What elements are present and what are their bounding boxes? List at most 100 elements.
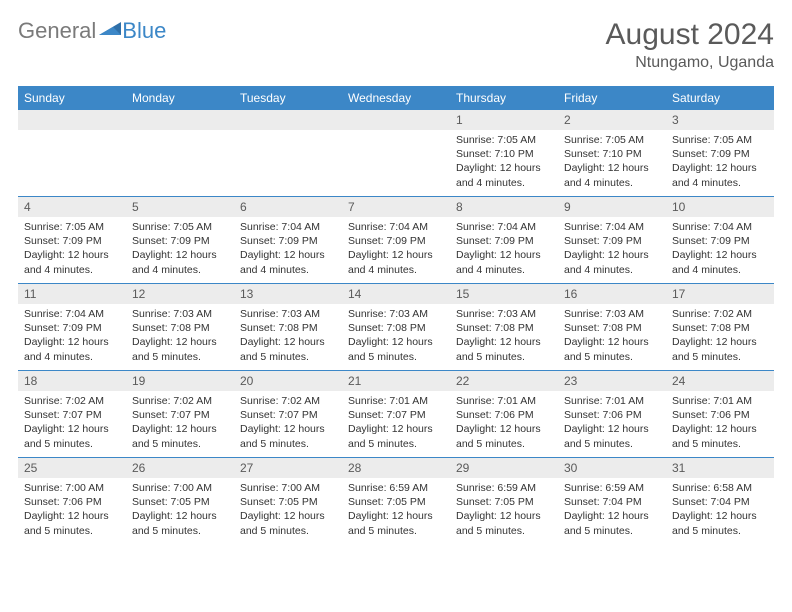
sunrise-text: Sunrise: 7:05 AM xyxy=(564,133,660,147)
sunrise-text: Sunrise: 7:03 AM xyxy=(240,307,336,321)
daylight-text: Daylight: 12 hours and 5 minutes. xyxy=(24,422,120,450)
day-cell: 14 Sunrise: 7:03 AMSunset: 7:08 PMDayligh… xyxy=(342,284,450,370)
day-detail: Sunrise: 7:05 AMSunset: 7:09 PMDaylight:… xyxy=(666,133,774,190)
day-header-wed: Wednesday xyxy=(342,86,450,110)
day-cell: 12Sunrise: 7:03 AMSunset: 7:08 PMDayligh… xyxy=(126,284,234,370)
daylight-text: Daylight: 12 hours and 5 minutes. xyxy=(132,335,228,363)
sunrise-text: Sunrise: 7:04 AM xyxy=(672,220,768,234)
sunset-text: Sunset: 7:08 PM xyxy=(672,321,768,335)
daylight-text: Daylight: 12 hours and 4 minutes. xyxy=(24,248,120,276)
day-cell: 20Sunrise: 7:02 AMSunset: 7:07 PMDayligh… xyxy=(234,371,342,457)
day-detail: Sunrise: 7:01 AMSunset: 7:06 PMDaylight:… xyxy=(450,394,558,451)
day-number: . xyxy=(18,110,126,130)
day-number: 26 xyxy=(126,458,234,478)
day-detail: Sunrise: 7:00 AMSunset: 7:05 PMDaylight:… xyxy=(234,481,342,538)
sunrise-text: Sunrise: 7:03 AM xyxy=(564,307,660,321)
sunset-text: Sunset: 7:09 PM xyxy=(132,234,228,248)
daylight-text: Daylight: 12 hours and 4 minutes. xyxy=(348,248,444,276)
day-number: 22 xyxy=(450,371,558,391)
day-cell: 9Sunrise: 7:04 AMSunset: 7:09 PMDaylight… xyxy=(558,197,666,283)
sunrise-text: Sunrise: 7:00 AM xyxy=(240,481,336,495)
day-cell: 19Sunrise: 7:02 AMSunset: 7:07 PMDayligh… xyxy=(126,371,234,457)
daylight-text: Daylight: 12 hours and 4 minutes. xyxy=(24,335,120,363)
day-cell: 23Sunrise: 7:01 AMSunset: 7:06 PMDayligh… xyxy=(558,371,666,457)
daylight-text: Daylight: 12 hours and 5 minutes. xyxy=(348,335,444,363)
day-header-mon: Monday xyxy=(126,86,234,110)
day-detail: Sunrise: 6:59 AMSunset: 7:05 PMDaylight:… xyxy=(450,481,558,538)
day-number: 25 xyxy=(18,458,126,478)
day-number: 24 xyxy=(666,371,774,391)
sunset-text: Sunset: 7:09 PM xyxy=(240,234,336,248)
weeks-container: ....1Sunrise: 7:05 AMSunset: 7:10 PMDayl… xyxy=(18,110,774,544)
day-number: . xyxy=(126,110,234,130)
day-cell: . xyxy=(342,110,450,196)
sunset-text: Sunset: 7:07 PM xyxy=(348,408,444,422)
daylight-text: Daylight: 12 hours and 5 minutes. xyxy=(240,422,336,450)
day-cell: 17Sunrise: 7:02 AMSunset: 7:08 PMDayligh… xyxy=(666,284,774,370)
daylight-text: Daylight: 12 hours and 5 minutes. xyxy=(24,509,120,537)
sunset-text: Sunset: 7:06 PM xyxy=(456,408,552,422)
day-cell: 15Sunrise: 7:03 AMSunset: 7:08 PMDayligh… xyxy=(450,284,558,370)
day-cell: 7Sunrise: 7:04 AMSunset: 7:09 PMDaylight… xyxy=(342,197,450,283)
day-detail: Sunrise: 7:03 AMSunset: 7:08 PMDaylight:… xyxy=(450,307,558,364)
daylight-text: Daylight: 12 hours and 5 minutes. xyxy=(348,422,444,450)
sunrise-text: Sunrise: 7:02 AM xyxy=(672,307,768,321)
logo-triangle-icon xyxy=(99,21,121,42)
sunset-text: Sunset: 7:07 PM xyxy=(24,408,120,422)
sunset-text: Sunset: 7:08 PM xyxy=(348,321,444,335)
daylight-text: Daylight: 12 hours and 4 minutes. xyxy=(456,248,552,276)
day-cell: . xyxy=(18,110,126,196)
day-cell: 21Sunrise: 7:01 AMSunset: 7:07 PMDayligh… xyxy=(342,371,450,457)
sunrise-text: Sunrise: 7:03 AM xyxy=(348,307,444,321)
day-detail: Sunrise: 7:03 AMSunset: 7:08 PMDaylight:… xyxy=(342,307,450,364)
week-row: 25Sunrise: 7:00 AMSunset: 7:06 PMDayligh… xyxy=(18,458,774,544)
day-detail: Sunrise: 7:05 AMSunset: 7:10 PMDaylight:… xyxy=(450,133,558,190)
sunrise-text: Sunrise: 7:04 AM xyxy=(564,220,660,234)
sunrise-text: Sunrise: 7:00 AM xyxy=(24,481,120,495)
day-detail: Sunrise: 7:02 AMSunset: 7:07 PMDaylight:… xyxy=(126,394,234,451)
calendar: Sunday Monday Tuesday Wednesday Thursday… xyxy=(18,86,774,544)
sunset-text: Sunset: 7:08 PM xyxy=(240,321,336,335)
daylight-text: Daylight: 12 hours and 5 minutes. xyxy=(240,509,336,537)
day-detail: Sunrise: 7:04 AMSunset: 7:09 PMDaylight:… xyxy=(18,307,126,364)
day-cell: 25Sunrise: 7:00 AMSunset: 7:06 PMDayligh… xyxy=(18,458,126,544)
sunrise-text: Sunrise: 7:01 AM xyxy=(564,394,660,408)
daylight-text: Daylight: 12 hours and 5 minutes. xyxy=(132,509,228,537)
sunrise-text: Sunrise: 7:05 AM xyxy=(24,220,120,234)
daylight-text: Daylight: 12 hours and 5 minutes. xyxy=(348,509,444,537)
sunset-text: Sunset: 7:05 PM xyxy=(240,495,336,509)
day-cell: 10Sunrise: 7:04 AMSunset: 7:09 PMDayligh… xyxy=(666,197,774,283)
sunset-text: Sunset: 7:09 PM xyxy=(456,234,552,248)
day-cell: 2Sunrise: 7:05 AMSunset: 7:10 PMDaylight… xyxy=(558,110,666,196)
sunset-text: Sunset: 7:09 PM xyxy=(348,234,444,248)
logo-text-general: General xyxy=(18,18,96,44)
day-header-fri: Friday xyxy=(558,86,666,110)
daylight-text: Daylight: 12 hours and 5 minutes. xyxy=(456,422,552,450)
day-cell: 13Sunrise: 7:03 AMSunset: 7:08 PMDayligh… xyxy=(234,284,342,370)
day-detail: Sunrise: 7:02 AMSunset: 7:07 PMDaylight:… xyxy=(234,394,342,451)
sunrise-text: Sunrise: 7:01 AM xyxy=(672,394,768,408)
day-cell: 28Sunrise: 6:59 AMSunset: 7:05 PMDayligh… xyxy=(342,458,450,544)
daylight-text: Daylight: 12 hours and 4 minutes. xyxy=(672,161,768,189)
day-number: 16 xyxy=(558,284,666,304)
day-detail: Sunrise: 7:03 AMSunset: 7:08 PMDaylight:… xyxy=(234,307,342,364)
daylight-text: Daylight: 12 hours and 5 minutes. xyxy=(456,335,552,363)
sunset-text: Sunset: 7:04 PM xyxy=(672,495,768,509)
day-number: 29 xyxy=(450,458,558,478)
sunrise-text: Sunrise: 6:59 AM xyxy=(456,481,552,495)
day-number: 7 xyxy=(342,197,450,217)
month-title: August 2024 xyxy=(606,18,774,52)
sunset-text: Sunset: 7:06 PM xyxy=(564,408,660,422)
daylight-text: Daylight: 12 hours and 4 minutes. xyxy=(456,161,552,189)
day-number: . xyxy=(234,110,342,130)
daylight-text: Daylight: 12 hours and 5 minutes. xyxy=(132,422,228,450)
day-number: 14 xyxy=(342,284,450,304)
sunset-text: Sunset: 7:09 PM xyxy=(672,234,768,248)
day-number: 12 xyxy=(126,284,234,304)
sunset-text: Sunset: 7:08 PM xyxy=(132,321,228,335)
sunrise-text: Sunrise: 7:04 AM xyxy=(24,307,120,321)
sunrise-text: Sunrise: 7:00 AM xyxy=(132,481,228,495)
sunset-text: Sunset: 7:05 PM xyxy=(456,495,552,509)
day-detail: Sunrise: 7:01 AMSunset: 7:06 PMDaylight:… xyxy=(666,394,774,451)
daylight-text: Daylight: 12 hours and 5 minutes. xyxy=(456,509,552,537)
